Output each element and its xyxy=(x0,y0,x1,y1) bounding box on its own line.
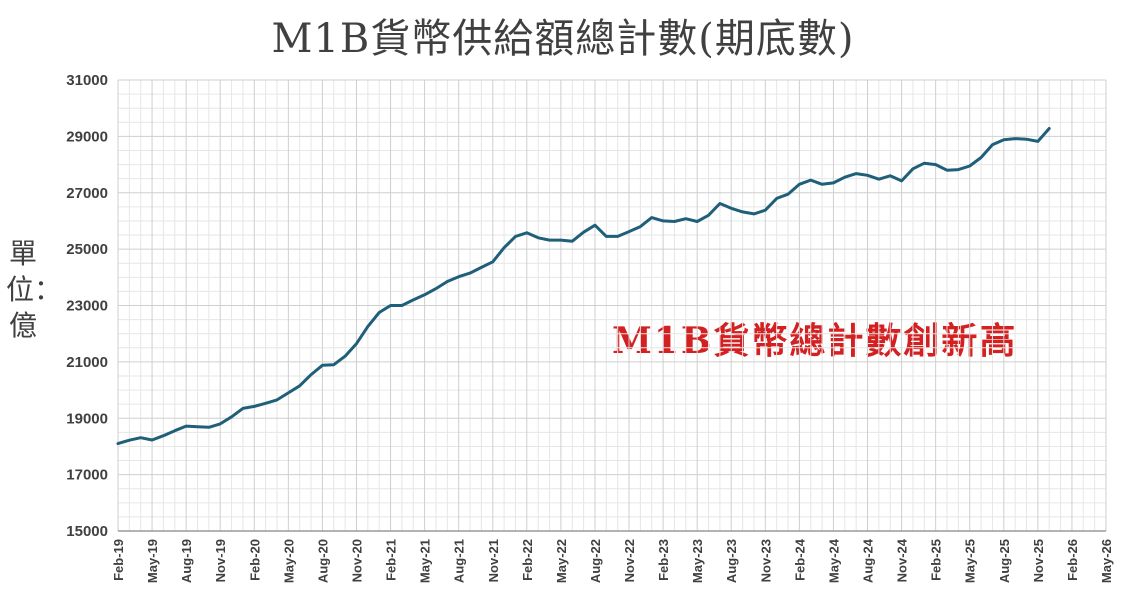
x-tick-label: Feb-26 xyxy=(1065,539,1080,581)
y-tick-label: 25000 xyxy=(66,241,108,258)
x-tick-label: May-20 xyxy=(281,539,296,583)
x-tick-label: Feb-24 xyxy=(792,538,807,581)
x-tick-label: Nov-24 xyxy=(895,538,910,582)
x-tick-label: May-23 xyxy=(690,539,705,583)
y-tick-label: 27000 xyxy=(66,185,108,202)
y-tick-label: 21000 xyxy=(66,354,108,371)
x-tick-label: May-26 xyxy=(1099,539,1114,583)
chart-title: M1B貨幣供給額總計數(期底數) xyxy=(271,16,855,62)
x-tick-label: Feb-23 xyxy=(656,539,671,581)
x-tick-label: May-25 xyxy=(963,539,978,583)
x-tick-label: Nov-20 xyxy=(349,539,364,582)
x-tick-label: Feb-25 xyxy=(929,539,944,581)
y-tick-label: 23000 xyxy=(66,298,108,315)
x-tick-label: Aug-21 xyxy=(452,539,467,583)
x-tick-label: Aug-23 xyxy=(724,539,739,583)
x-tick-label: May-22 xyxy=(554,539,569,583)
x-tick-label: Nov-23 xyxy=(758,539,773,582)
y-tick-label: 31000 xyxy=(66,72,108,89)
x-tick-label: Nov-19 xyxy=(213,539,228,582)
x-tick-label: Aug-24 xyxy=(861,538,876,583)
x-tick-label: Aug-20 xyxy=(315,539,330,583)
y-tick-label: 29000 xyxy=(66,128,108,145)
x-tick-label: Feb-21 xyxy=(384,539,399,581)
x-tick-label: May-19 xyxy=(145,539,160,583)
x-tick-label: Aug-19 xyxy=(179,539,194,583)
x-tick-label: Nov-22 xyxy=(622,539,637,582)
x-axis-ticks: Feb-19 May-19 Aug-19 Nov-19 Feb-20 May-20 Aug-… xyxy=(111,538,1114,583)
x-tick-label: Feb-20 xyxy=(247,539,262,581)
x-tick-label: Feb-19 xyxy=(111,539,126,581)
x-tick-label: Nov-25 xyxy=(1031,539,1046,582)
grid-minor xyxy=(118,80,1106,531)
y-tick-label: 15000 xyxy=(66,523,108,540)
y-axis-ticks: 15000 17000 19000 21000 23000 25000 27000 29000… xyxy=(66,72,108,540)
series-line xyxy=(116,127,1051,446)
chart-annotation: M1B貨幣總計數創新高 xyxy=(612,320,1018,362)
y-tick-label: 19000 xyxy=(66,410,108,427)
x-tick-label: Feb-22 xyxy=(520,539,535,581)
x-tick-label: Nov-21 xyxy=(486,539,501,582)
y-tick-label: 17000 xyxy=(66,467,108,484)
x-tick-label: May-24 xyxy=(826,538,841,583)
x-tick-label: Aug-22 xyxy=(588,539,603,583)
grid-major xyxy=(117,79,1107,532)
x-tick-label: Aug-25 xyxy=(997,539,1012,583)
x-tick-label: May-21 xyxy=(418,539,433,583)
